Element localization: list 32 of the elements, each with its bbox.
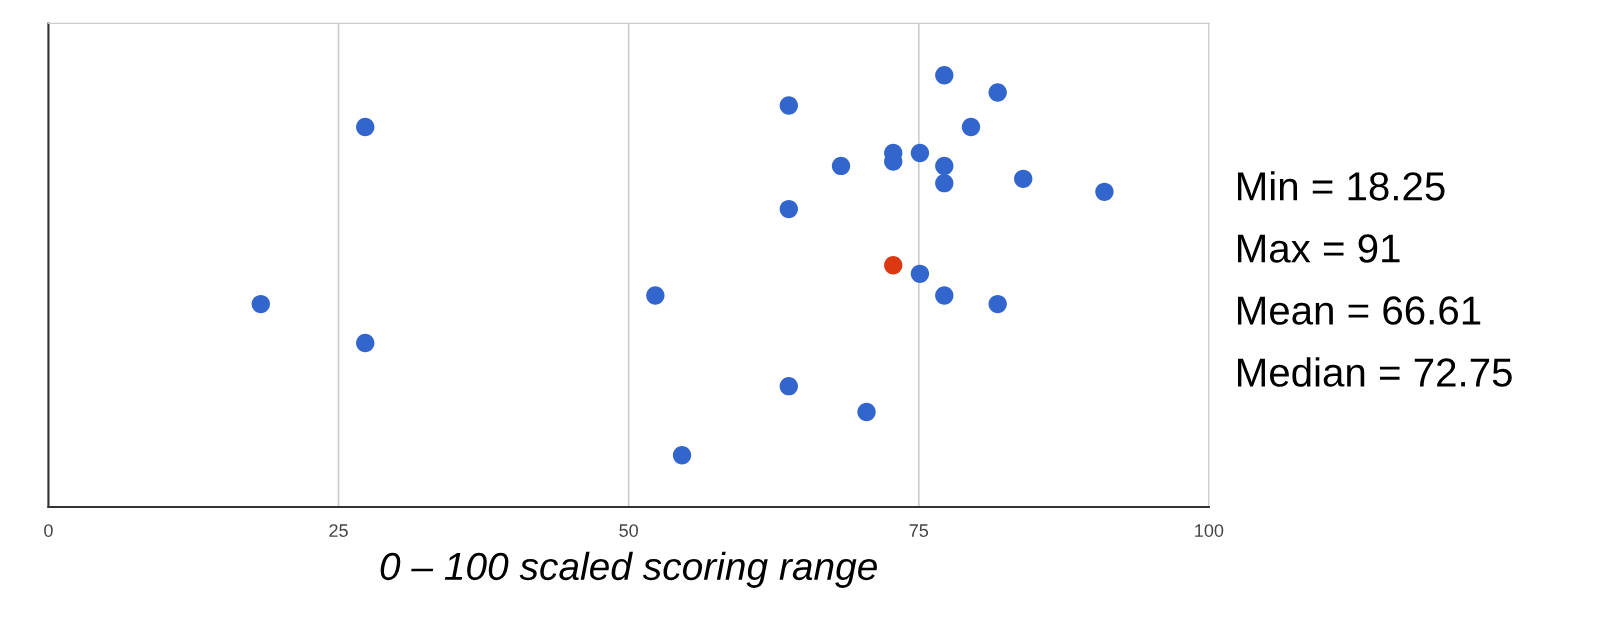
point [1095, 182, 1114, 202]
point [935, 66, 954, 85]
point [356, 333, 375, 353]
x-tick-label: 50 [619, 524, 638, 537]
point [356, 117, 375, 137]
point [988, 83, 1007, 102]
point [857, 402, 876, 422]
point [935, 286, 954, 305]
point [646, 286, 665, 305]
x-tick-label: 25 [329, 524, 348, 537]
point [672, 446, 692, 465]
x-tick-label: 75 [909, 524, 929, 537]
x-tick-label: 100 [1195, 524, 1224, 537]
point [935, 174, 954, 193]
point [779, 199, 798, 219]
point [988, 294, 1007, 314]
text: Min = 18.25 [1238, 171, 1445, 201]
point [935, 156, 954, 176]
text: Mean = 66.61 [1238, 296, 1481, 325]
text: Median = 72.75 [1238, 357, 1512, 387]
point [831, 156, 851, 176]
point [251, 294, 270, 314]
point [884, 256, 903, 275]
point [910, 264, 930, 284]
point [961, 117, 981, 137]
point [910, 143, 930, 163]
x-axis-title: 0 – 100 scaled scoring range [380, 551, 877, 588]
text: Max = 91 [1238, 234, 1400, 263]
point [779, 376, 798, 396]
x-tick-label: 0 [44, 524, 53, 537]
point [1014, 169, 1033, 189]
point [779, 96, 798, 115]
